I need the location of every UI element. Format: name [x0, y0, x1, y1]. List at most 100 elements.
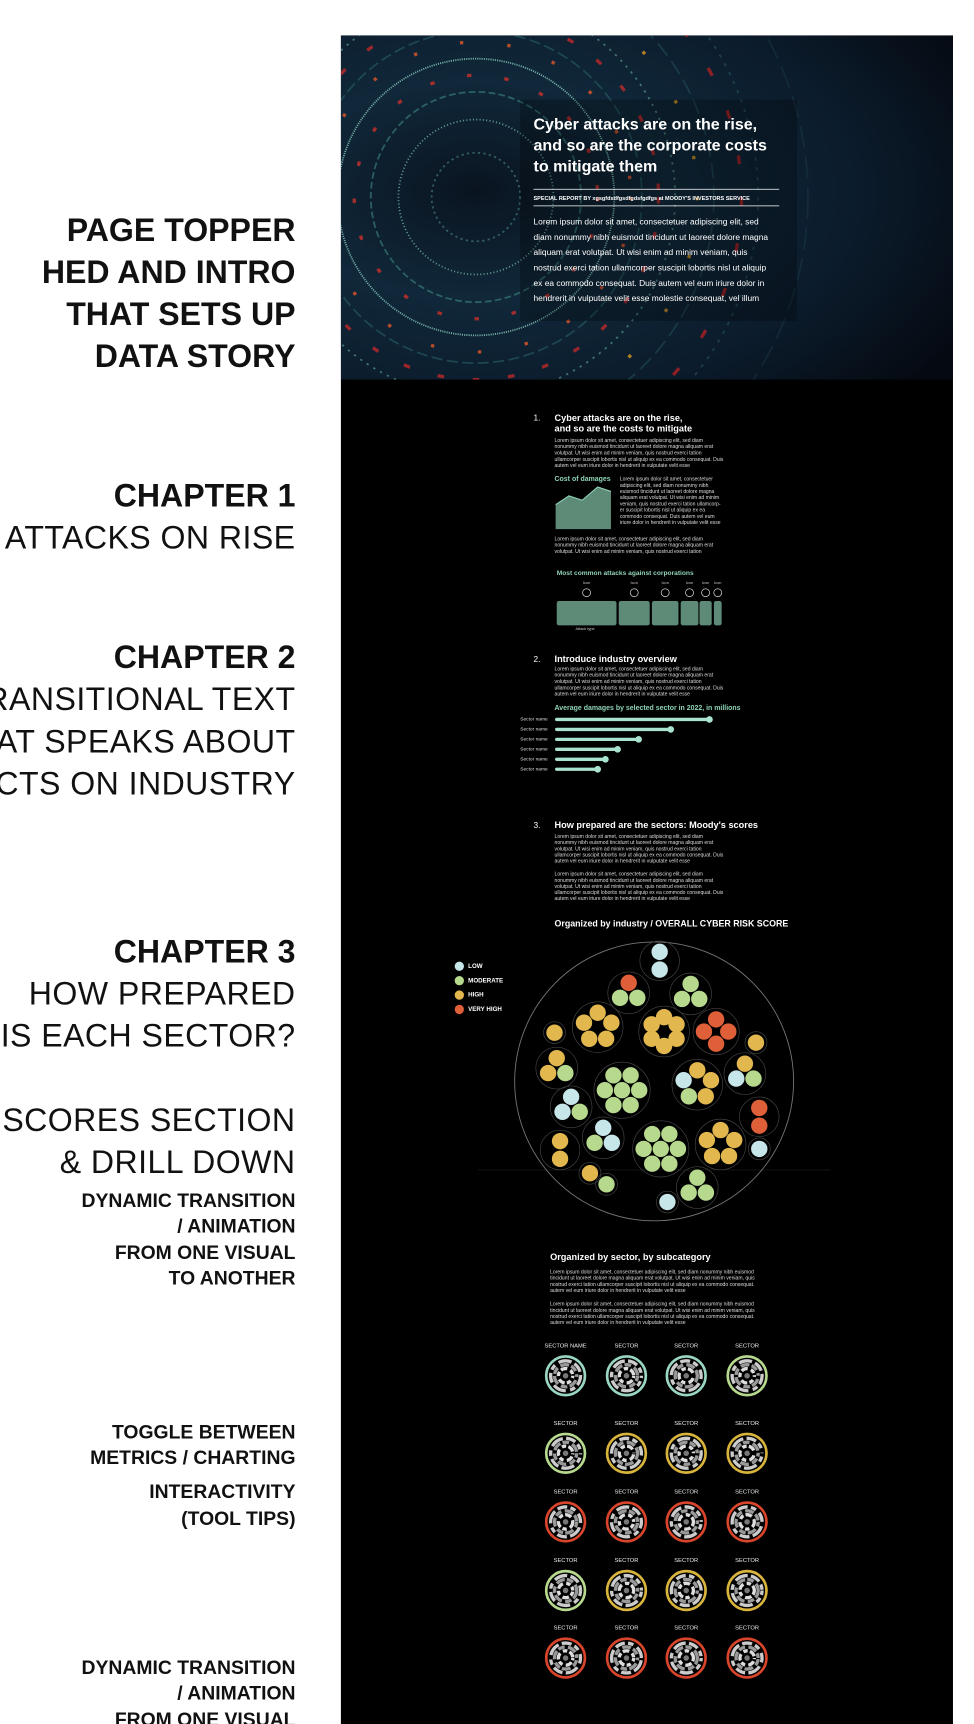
- industry-bubble: [622, 1067, 639, 1084]
- body-text: nostrud exerci tation ullamcorper suscip…: [550, 1282, 754, 1288]
- industry-bubble: [596, 1082, 614, 1099]
- sector-label: SECTOR: [554, 1558, 578, 1564]
- radial-arc: [673, 1509, 699, 1535]
- industry-bubble: [697, 1088, 714, 1105]
- industry-bubble: [603, 1134, 621, 1151]
- annotation: TOGGLE BETWEEN: [112, 1421, 296, 1443]
- radial-core: [623, 1450, 630, 1457]
- sector-label: SECTOR: [735, 1490, 759, 1496]
- body-text: iriure dolor in hendrerit in vulputate v…: [620, 520, 721, 526]
- industry-bubble: [629, 989, 646, 1006]
- legend-swatch: [454, 976, 464, 986]
- industry-bubble: [622, 1096, 639, 1114]
- industry-bubble: [661, 1125, 678, 1143]
- chart-title: Average damages by selected sector in 20…: [555, 705, 741, 712]
- section-title: Introduce industry overview: [555, 654, 678, 664]
- cluster-outline: [639, 940, 680, 981]
- radial-arc: [738, 1444, 756, 1463]
- body-text: autem vel eum iriure dolor in hendrerit …: [550, 1320, 686, 1326]
- industry-bubble: [586, 1134, 603, 1151]
- body-text: volutpat. Ut wisi enim ad minim veniam, …: [555, 549, 702, 555]
- cluster-outline: [656, 1190, 679, 1214]
- legend-swatch: [454, 1004, 464, 1015]
- annotation: INTERACTIVITY: [149, 1481, 295, 1503]
- radial-arc: [673, 1645, 699, 1671]
- radial-arc: [556, 1444, 575, 1463]
- annotation: / ANIMATION: [177, 1216, 295, 1238]
- industry-bubble: [620, 974, 637, 992]
- sector-label: SECTOR: [735, 1558, 759, 1564]
- cluster-outline: [593, 1061, 651, 1119]
- radial-arc: [548, 1505, 583, 1539]
- body-text: autem vel eum iriure dolor in hendrerit …: [550, 1288, 686, 1294]
- sector-label: SECTOR: [615, 1626, 639, 1632]
- industry-bubble: [668, 1030, 685, 1047]
- industry-bubble: [736, 1055, 754, 1072]
- cluster-outline: [549, 1085, 593, 1129]
- industry-bubble: [747, 1034, 765, 1051]
- icon-label: Icon: [702, 580, 709, 585]
- radial-arc: [609, 1436, 644, 1470]
- hero-intro: hendrerit in vulputate velit esse molest…: [533, 293, 759, 303]
- industry-bubble: [695, 1023, 713, 1040]
- industry-bubble: [689, 1062, 706, 1079]
- radial-arc: [548, 1573, 583, 1608]
- industry-bubble: [655, 1008, 673, 1026]
- hero-ring: [340, 35, 676, 380]
- radial-core: [562, 1373, 569, 1379]
- industry-bubble: [680, 1184, 697, 1201]
- section-title: How prepared are the sectors: Moody's sc…: [555, 820, 759, 830]
- radial-arc: [617, 1444, 636, 1463]
- radial-arc: [677, 1513, 696, 1531]
- section-title: Cyber attacks are on the rise,: [555, 413, 683, 423]
- radial-core: [562, 1655, 569, 1661]
- industry-bubble: [751, 1117, 768, 1134]
- hero-ring: [627, 35, 715, 380]
- annotation: & DRILL DOWN: [60, 1144, 296, 1180]
- radial-core: [623, 1373, 630, 1379]
- cluster-outline: [747, 1137, 771, 1161]
- hero-intro: diam nonummy nibh euismod tincidunt ut l…: [533, 232, 768, 242]
- sector-label: Sector name: [520, 737, 548, 743]
- sector-label: Sector name: [520, 767, 548, 773]
- radial-core: [562, 1450, 569, 1457]
- radial-arc: [673, 1577, 699, 1604]
- body-text: Lorem ipsum dolor sit amet, consectetuer…: [550, 1270, 754, 1276]
- attack-bar: [556, 601, 617, 626]
- industry-bubble: [682, 975, 699, 993]
- industry-bubble: [539, 1064, 557, 1082]
- cluster-outline: [671, 1059, 723, 1111]
- radial-arc: [734, 1363, 760, 1389]
- area-chart: [555, 487, 611, 530]
- annotation: IS EACH SECTOR?: [1, 1018, 296, 1054]
- body-text: autem vel eum iriure dolor in hendrerit …: [555, 463, 691, 469]
- sector-label: SECTOR: [615, 1421, 639, 1427]
- hero-ring: [430, 151, 522, 243]
- industry-bubble: [673, 990, 691, 1008]
- radial-arc: [613, 1363, 640, 1389]
- sector-label: SECTOR: [735, 1626, 759, 1632]
- section-title: and so are the costs to mitigate: [555, 423, 693, 433]
- sector-label: SECTOR: [674, 1558, 698, 1564]
- radial-core: [683, 1450, 689, 1457]
- radial-arc: [609, 1359, 644, 1393]
- icon-label: Icon: [662, 580, 669, 585]
- industry-bubble: [726, 1131, 743, 1149]
- radial-core: [744, 1519, 750, 1525]
- body-text: euismod tincidunt ut laoreet dolore magn…: [620, 489, 715, 495]
- hero-title: to mitigate them: [533, 157, 657, 175]
- radial-arc: [673, 1440, 699, 1466]
- radial-arc: [677, 1581, 696, 1600]
- radial-arc: [609, 1641, 644, 1675]
- hero-intro: nostrud exerci tation ullamcorper suscip…: [533, 263, 766, 273]
- body-text: veniam, quis nostrud exerci tation ullam…: [620, 501, 721, 507]
- industry-bubble: [745, 1070, 762, 1087]
- industry-bubble: [680, 1088, 698, 1105]
- cluster-outline: [607, 971, 650, 1015]
- body-text: nonummy nibh euismod tincidunt ut laoree…: [555, 673, 714, 679]
- body-text: tincidunt ut laoreet dolore magna aliqua…: [550, 1308, 755, 1314]
- radial-arc: [556, 1649, 575, 1667]
- attack-bar: [699, 601, 712, 626]
- radial-arc: [738, 1649, 756, 1667]
- hero-ring-accent: [340, 35, 699, 380]
